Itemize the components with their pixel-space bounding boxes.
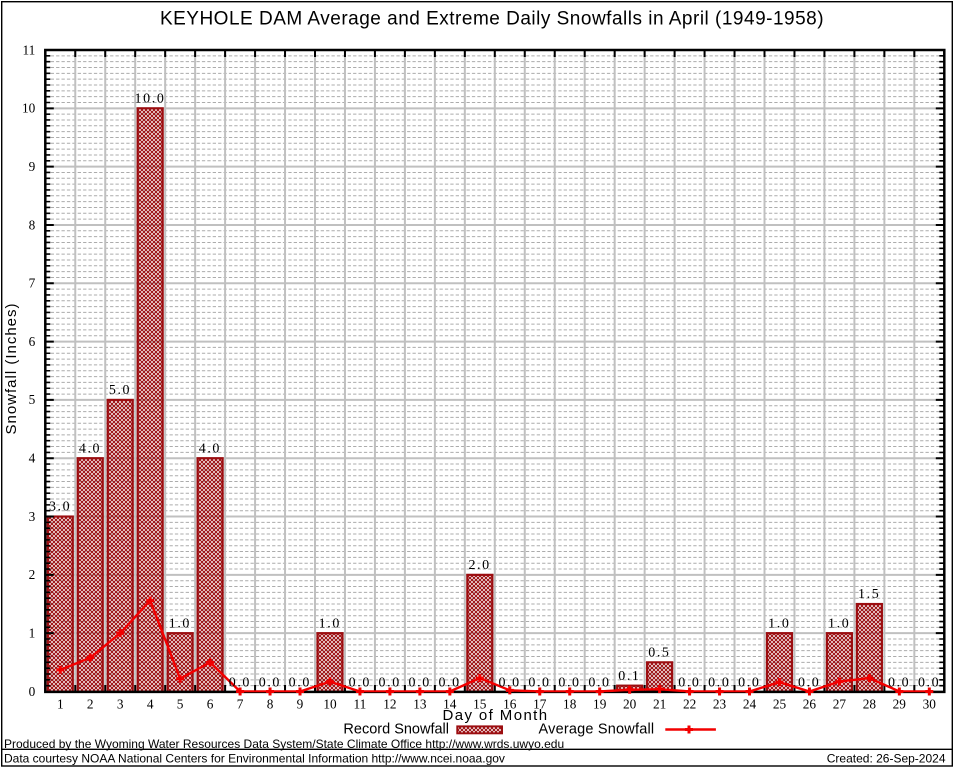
svg-text:10: 10 (323, 697, 337, 712)
svg-text:Created: 26-Sep-2024: Created: 26-Sep-2024 (827, 752, 946, 766)
svg-text:0.0: 0.0 (498, 676, 520, 691)
svg-text:23: 23 (713, 697, 727, 712)
svg-text:0: 0 (29, 684, 36, 699)
svg-text:10: 10 (22, 101, 36, 116)
svg-text:7: 7 (237, 697, 244, 712)
svg-text:0.0: 0.0 (918, 676, 940, 691)
svg-text:Data courtesy NOAA National Ce: Data courtesy NOAA National Centers for … (4, 752, 505, 766)
svg-text:0.0: 0.0 (888, 676, 910, 691)
svg-text:Average Snowfall: Average Snowfall (539, 721, 655, 737)
svg-text:25: 25 (773, 697, 787, 712)
svg-text:28: 28 (863, 697, 877, 712)
svg-text:21: 21 (653, 697, 666, 712)
svg-text:19: 19 (593, 697, 607, 712)
svg-text:5.0: 5.0 (109, 383, 131, 398)
svg-text:0.0: 0.0 (798, 676, 820, 691)
svg-text:2: 2 (87, 697, 94, 712)
svg-text:9: 9 (297, 697, 304, 712)
svg-text:22: 22 (683, 697, 696, 712)
svg-text:1.0: 1.0 (319, 616, 341, 631)
svg-text:26: 26 (803, 697, 817, 712)
svg-text:0.0: 0.0 (528, 676, 550, 691)
svg-text:1.5: 1.5 (858, 587, 880, 602)
svg-text:2: 2 (29, 567, 36, 582)
svg-text:1: 1 (57, 697, 64, 712)
svg-text:0.0: 0.0 (678, 676, 700, 691)
svg-text:4.0: 4.0 (79, 441, 101, 456)
svg-text:6: 6 (207, 697, 214, 712)
svg-text:17: 17 (533, 697, 547, 712)
svg-text:Snowfall (Inches): Snowfall (Inches) (3, 302, 20, 434)
svg-text:20: 20 (623, 697, 637, 712)
svg-text:30: 30 (923, 697, 937, 712)
svg-text:1.0: 1.0 (828, 616, 850, 631)
svg-text:16: 16 (503, 697, 517, 712)
svg-text:2.0: 2.0 (468, 558, 490, 573)
svg-text:0.0: 0.0 (588, 676, 610, 691)
svg-text:0.0: 0.0 (708, 676, 730, 691)
svg-text:Produced by the Wyoming Water: Produced by the Wyoming Water Resources … (4, 737, 564, 751)
svg-text:5: 5 (29, 392, 36, 407)
svg-text:29: 29 (893, 697, 907, 712)
svg-text:3.0: 3.0 (49, 500, 71, 515)
svg-text:7: 7 (29, 276, 36, 291)
svg-text:0.0: 0.0 (409, 676, 431, 691)
svg-text:18: 18 (563, 697, 577, 712)
svg-text:0.0: 0.0 (289, 676, 311, 691)
svg-text:4.0: 4.0 (199, 441, 221, 456)
svg-text:12: 12 (383, 697, 396, 712)
svg-text:KEYHOLE DAM Average and Extrem: KEYHOLE DAM Average and Extreme Daily Sn… (160, 8, 824, 29)
svg-text:9: 9 (29, 159, 36, 174)
svg-text:Record Snowfall: Record Snowfall (343, 721, 449, 737)
svg-text:6: 6 (29, 334, 36, 349)
svg-text:0.0: 0.0 (558, 676, 580, 691)
svg-text:0.0: 0.0 (738, 676, 760, 691)
svg-text:14: 14 (443, 697, 457, 712)
svg-text:3: 3 (117, 697, 124, 712)
svg-text:0.1: 0.1 (618, 669, 640, 684)
svg-text:1: 1 (29, 626, 36, 641)
svg-text:24: 24 (743, 697, 757, 712)
svg-text:1.0: 1.0 (768, 616, 790, 631)
svg-text:0.0: 0.0 (259, 676, 281, 691)
svg-text:8: 8 (267, 697, 274, 712)
svg-text:11: 11 (22, 42, 35, 57)
svg-text:3: 3 (29, 509, 36, 524)
svg-text:11: 11 (353, 697, 366, 712)
svg-text:Day of Month: Day of Month (442, 707, 548, 724)
svg-text:13: 13 (413, 697, 427, 712)
svg-text:0.0: 0.0 (349, 676, 371, 691)
svg-text:0.0: 0.0 (438, 676, 460, 691)
svg-text:4: 4 (29, 451, 36, 466)
svg-text:0.5: 0.5 (648, 646, 670, 661)
svg-text:10.0: 10.0 (135, 92, 166, 107)
svg-text:15: 15 (473, 697, 487, 712)
svg-text:0.0: 0.0 (379, 676, 401, 691)
svg-text:27: 27 (833, 697, 847, 712)
svg-text:8: 8 (29, 217, 36, 232)
svg-text:1.0: 1.0 (169, 616, 191, 631)
svg-text:0.0: 0.0 (229, 676, 251, 691)
svg-text:4: 4 (147, 697, 154, 712)
svg-text:5: 5 (177, 697, 184, 712)
